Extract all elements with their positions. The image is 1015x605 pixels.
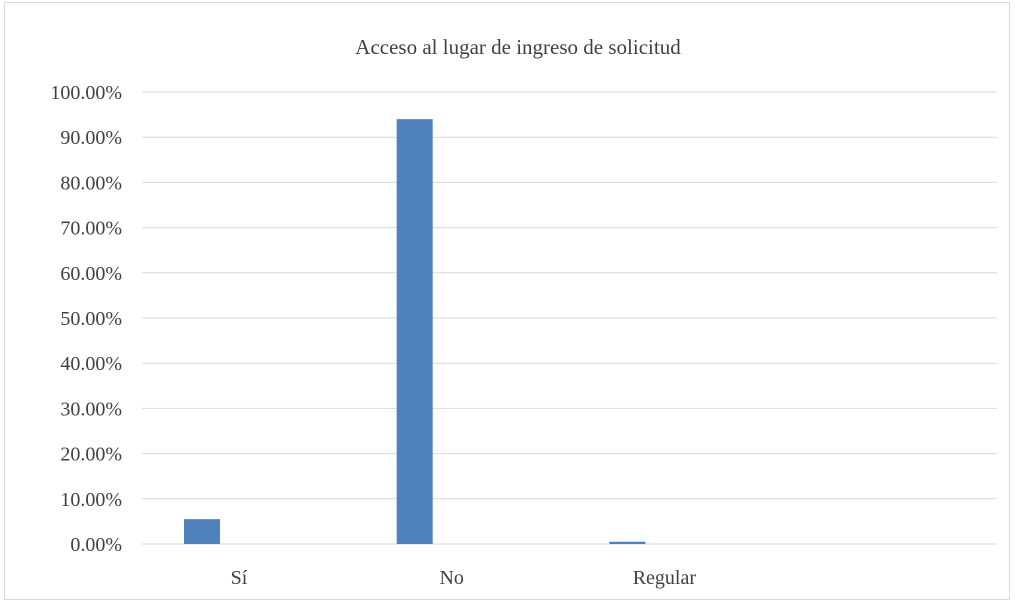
y-axis-ticks: 0.00% 10.00% 20.00% 30.00% 40.00% 50.00% 60.00… <box>50 82 122 556</box>
x-category-label: No <box>439 567 463 589</box>
y-tick-label: 60.00% <box>60 263 122 285</box>
y-tick-label: 50.00% <box>60 308 122 330</box>
y-tick-label: 40.00% <box>60 353 122 375</box>
y-tick-label: 90.00% <box>60 127 122 149</box>
y-tick-label: 70.00% <box>60 218 122 240</box>
x-axis-categories: Sí No Regular <box>231 567 697 589</box>
y-tick-label: 100.00% <box>50 82 122 104</box>
chart-title: Acceso al lugar de ingreso de solicitud <box>355 35 681 59</box>
bars <box>184 119 646 545</box>
chart-frame <box>4 2 1010 600</box>
y-tick-label: 30.00% <box>60 398 122 420</box>
gridlines <box>142 91 997 545</box>
y-tick-label: 10.00% <box>60 489 122 511</box>
bar-1 <box>396 119 433 545</box>
bar-2 <box>609 541 646 544</box>
x-category-label: Regular <box>633 567 697 589</box>
x-category-label: Sí <box>231 567 248 589</box>
y-tick-label: 80.00% <box>60 172 122 194</box>
y-tick-label: 20.00% <box>60 444 122 466</box>
y-tick-label: 0.00% <box>70 534 122 556</box>
bar-0 <box>184 519 220 544</box>
